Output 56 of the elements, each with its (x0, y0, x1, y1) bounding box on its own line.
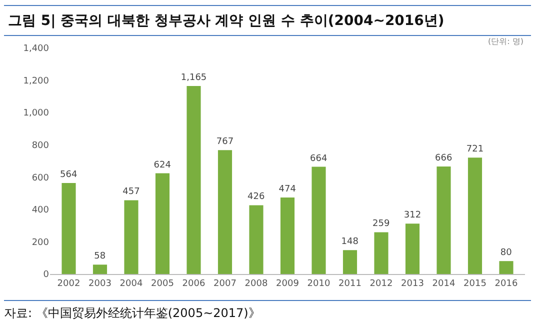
data-label: 664 (310, 154, 328, 164)
y-tick-label: 200 (32, 238, 50, 248)
x-tick-label: 2013 (401, 278, 424, 289)
y-tick-label: 0 (43, 270, 50, 280)
data-label: 259 (372, 219, 390, 230)
x-tick-label: 2006 (182, 278, 206, 289)
data-label: 624 (154, 160, 172, 170)
y-tick-label: 1,200 (23, 76, 50, 86)
data-label: 666 (435, 153, 452, 164)
x-tick-label: 2002 (57, 278, 80, 289)
data-label: 457 (122, 187, 140, 198)
data-label: 426 (248, 192, 265, 202)
data-label: 1,165 (180, 72, 207, 83)
data-label: 474 (278, 184, 296, 194)
data-label: 312 (404, 210, 422, 221)
x-tick-label: 2008 (244, 278, 268, 289)
x-tick-label: 2003 (88, 278, 112, 289)
bar (312, 166, 326, 274)
x-tick-label: 2007 (214, 278, 236, 289)
bar (342, 250, 358, 274)
x-tick-label: 2015 (464, 278, 486, 289)
bar (249, 205, 264, 274)
chart-title: 그림 5| 중국의 대북한 청부공사 계약 인원 수 추이(2004~2016년) (4, 5, 531, 36)
y-tick-label: 600 (32, 173, 50, 184)
bar (468, 158, 482, 274)
bar (62, 182, 76, 274)
data-label: 721 (466, 144, 484, 155)
bar (155, 173, 170, 274)
bar (405, 224, 420, 274)
data-label: 58 (94, 252, 106, 262)
y-tick-label: 1,400 (23, 44, 50, 54)
y-tick-label: 1,000 (23, 108, 50, 119)
x-tick-label: 2011 (338, 278, 362, 289)
bar (374, 232, 388, 274)
bar (186, 86, 201, 274)
text: (단위: 명) (488, 37, 524, 46)
x-tick-label: 2009 (276, 278, 300, 289)
x-tick-label: 2010 (307, 278, 330, 289)
x-tick-label: 2004 (120, 278, 143, 289)
text: 자료: 《中国贸易外经统计年鉴(2005~2017)》 (4, 300, 531, 322)
x-tick-label: 2005 (151, 278, 174, 289)
x-tick-label: 2016 (494, 278, 518, 289)
y-tick-label: 800 (32, 141, 50, 152)
x-tick-label: 2014 (432, 278, 456, 289)
data-label: 148 (341, 237, 359, 248)
data-label: 80 (500, 248, 512, 258)
bar (92, 264, 108, 274)
bar (124, 200, 138, 274)
bar (436, 166, 451, 274)
data-label: 767 (216, 137, 234, 148)
bar (499, 261, 514, 274)
x-tick-label: 2012 (370, 278, 393, 289)
bar (218, 150, 232, 274)
y-tick-label: 400 (32, 206, 50, 216)
bar (280, 197, 295, 274)
data-label: 564 (60, 170, 78, 180)
